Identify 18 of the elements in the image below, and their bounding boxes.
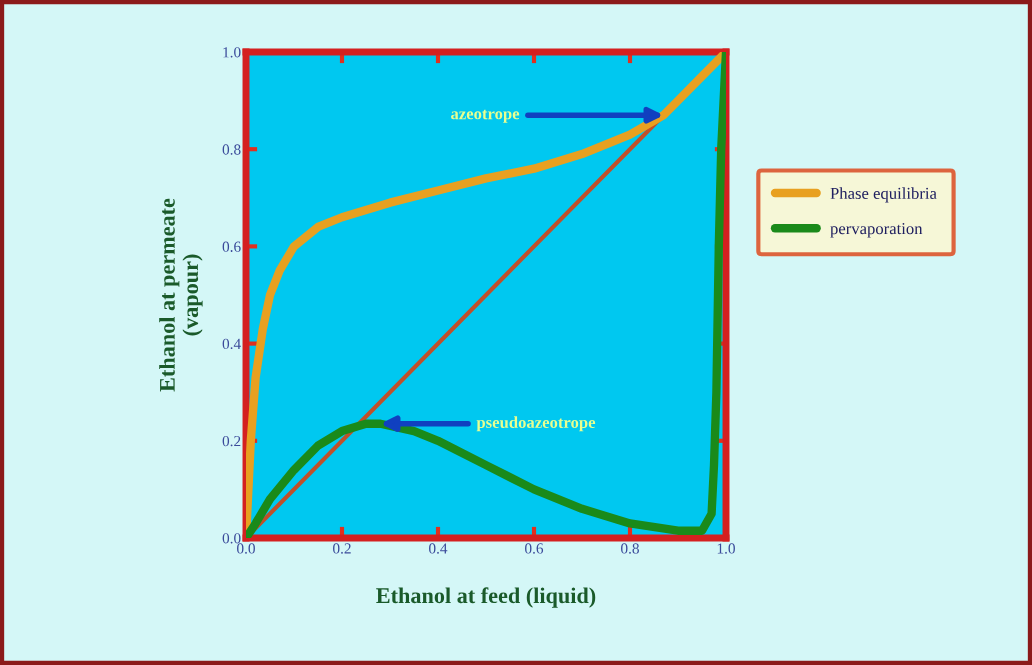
y-axis-title: Ethanol at permeate (vapour)	[159, 198, 203, 392]
x-tick-label: 1.0	[717, 543, 735, 554]
y-tick-label: 0.2	[222, 435, 241, 447]
x-tick-label: 0.2	[333, 543, 351, 554]
legend-label: pervaporation	[830, 223, 923, 238]
x-axis-title: Ethanol at feed (liquid)	[376, 587, 596, 608]
annotation: azeotrope	[451, 109, 520, 123]
y-tick-label: 0.0	[222, 533, 241, 544]
annotation: pseudoazeotrope	[476, 416, 596, 432]
y-tick-label: 0.6	[222, 241, 241, 252]
legend-label: Phase equilibria	[830, 187, 937, 203]
y-tick-label: 1.0	[223, 47, 241, 58]
x-tick-label: 0.8	[621, 543, 639, 554]
y-tick-label: 0.4	[222, 338, 241, 350]
x-tick-label: 0.6	[525, 543, 544, 554]
x-tick-label: 0.4	[429, 543, 448, 554]
y-tick-label: 0.8	[222, 144, 241, 155]
x-tick-label: 0.0	[237, 543, 255, 554]
